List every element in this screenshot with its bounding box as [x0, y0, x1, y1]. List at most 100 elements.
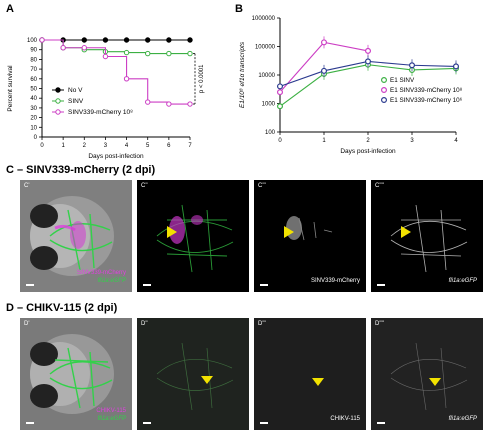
data-point [166, 37, 172, 43]
image-tile-c4: C'''' fli1a:eGFP [371, 180, 483, 292]
image-tile-d3: D''' CHIKV-115 [254, 318, 366, 430]
tile-label: C'' [141, 183, 148, 189]
caption-reporter: fli1a:eGFP [97, 416, 126, 422]
data-point [145, 50, 151, 57]
p-value: p < 0.0001 [199, 64, 205, 93]
tile-label: D'''' [375, 321, 384, 327]
x-tick-label: 7 [188, 143, 192, 149]
x-tick-label: 3 [104, 143, 108, 149]
tile-label: C''' [258, 183, 266, 189]
legend-label: E1 SINV339-mCherry 10⁶ [390, 97, 463, 104]
data-point [166, 50, 172, 57]
legend-label: E1 SINV339-mCherry 10⁸ [390, 87, 463, 94]
y-tick-label: 100000 [255, 45, 276, 51]
scale-bar [377, 422, 385, 424]
scale-bar [26, 284, 34, 286]
y-tick-label: 1000 [262, 102, 276, 108]
data-point [123, 49, 130, 56]
legend-marker [381, 76, 388, 83]
y-tick-label: 70 [30, 67, 37, 73]
tile-label: D'' [141, 321, 148, 327]
scale-bar [260, 422, 268, 424]
y-tick-label: 0 [34, 135, 38, 141]
y-tick-label: 20 [30, 116, 37, 122]
image-tile-d4: D'''' fli1a:eGFP [371, 318, 483, 430]
data-point [123, 76, 130, 82]
image-tile-c1: C' SINV339-mCherry fli1a:eGFP [20, 180, 132, 292]
scale-bar [143, 422, 151, 424]
arrowhead-icon [401, 226, 411, 238]
data-point [187, 37, 193, 43]
arrowhead-icon [429, 378, 441, 386]
y-tick-label: 60 [30, 77, 37, 83]
data-point [320, 67, 327, 74]
data-point [365, 58, 372, 65]
legend-marker [55, 109, 61, 115]
tile-label: D''' [258, 321, 266, 327]
data-point [102, 37, 109, 43]
x-tick-label: 1 [61, 143, 65, 149]
y-axis-label: Percent survival [7, 65, 14, 112]
x-tick-label: 1 [322, 138, 326, 144]
x-tick-label: 0 [278, 138, 282, 144]
legend-label: SINV [68, 98, 84, 105]
x-axis-label: Days post-infection [340, 148, 396, 155]
tile-label: D' [24, 321, 30, 327]
data-point [276, 89, 283, 96]
data-point [123, 37, 130, 43]
data-point [60, 45, 66, 51]
data-point [320, 39, 327, 46]
arrowhead-icon [284, 226, 294, 238]
caption-reporter: fli1a:eGFP [97, 278, 126, 284]
image-tile-d1: D' CHIKV-115 fli1a:eGFP [20, 318, 132, 430]
virus-channel-image [284, 216, 333, 241]
data-point [39, 37, 45, 43]
y-tick-label: 1000000 [252, 16, 276, 22]
virus-channel-image [312, 378, 324, 386]
legend-label: E1 SINV [390, 77, 415, 84]
scale-bar [26, 422, 34, 424]
data-point [187, 50, 193, 57]
arrowhead-icon [167, 226, 177, 238]
y-tick-label: 100 [27, 38, 38, 44]
x-tick-label: 5 [146, 143, 150, 149]
y-tick-label: 30 [30, 106, 37, 112]
caption-virus: CHIKV-115 [96, 408, 126, 414]
transcripts-chart: 100 1000 10000 100000 1000000 0 1 2 3 4 Days post-… [239, 16, 463, 155]
panel-b-letter: B [235, 3, 243, 15]
data-point [187, 101, 193, 107]
data-point [409, 62, 416, 69]
legend-label: SINV339-mCherry 10⁸ [68, 109, 133, 116]
y-tick-label: 10000 [258, 73, 275, 79]
x-tick-label: 4 [125, 143, 129, 149]
caption-virus: SINV339-mCherry [76, 270, 126, 276]
image-tile-c3: C''' SINV339-mCherry [254, 180, 366, 292]
panel-a-letter: A [6, 3, 14, 15]
arrowhead-icon [201, 376, 213, 384]
y-tick-label: 90 [30, 48, 37, 54]
tile-caption: fli1a:eGFP [448, 278, 477, 284]
y-tick-label: 10 [30, 125, 37, 131]
data-point [166, 101, 172, 107]
y-axis-label: E1/10⁸ ef1α transcripts [239, 41, 246, 108]
x-tick-label: 4 [454, 138, 458, 144]
scale-bar [377, 284, 385, 286]
x-tick-label: 0 [40, 143, 44, 149]
zebrafish-head-image [30, 196, 114, 276]
arrowhead-icon [312, 378, 324, 386]
x-tick-label: 3 [410, 138, 414, 144]
data-point [102, 53, 109, 60]
data-point [81, 37, 87, 43]
y-tick-label: 100 [265, 130, 276, 136]
legend-marker [381, 86, 388, 93]
tile-label: C' [24, 183, 30, 189]
data-point [276, 83, 283, 90]
x-tick-label: 2 [83, 143, 87, 149]
legend-marker [381, 96, 388, 103]
y-tick-label: 80 [30, 57, 37, 63]
y-tick-label: 40 [30, 96, 37, 102]
survival-chart: 0 10 20 30 40 50 60 70 80 90 100 0 1 2 3 4 5 6 7 Days post-… [7, 37, 205, 160]
tile-caption: SINV339-mCherry [310, 278, 360, 284]
x-tick-label: 6 [167, 143, 171, 149]
y-tick-label: 50 [30, 87, 37, 93]
